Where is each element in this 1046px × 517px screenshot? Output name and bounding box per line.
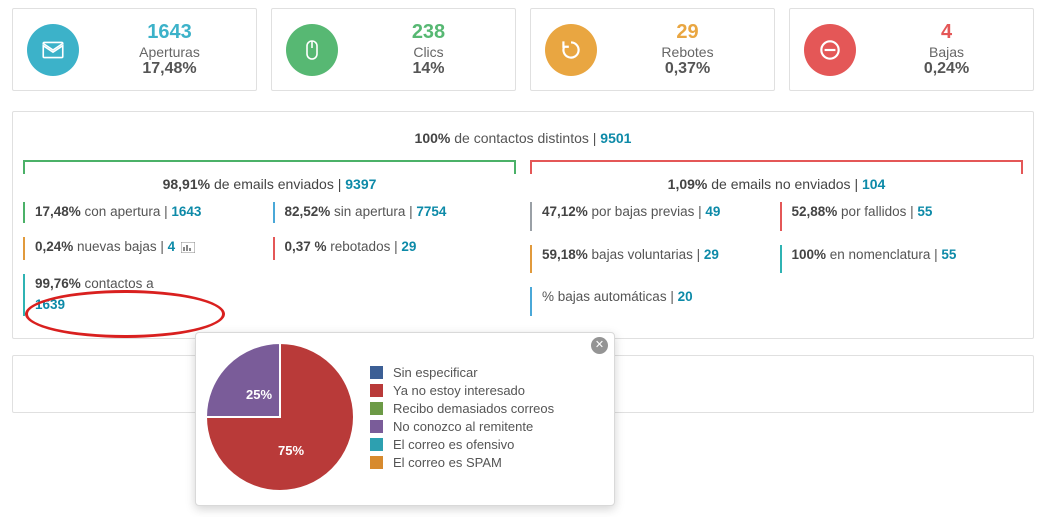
- stat-block: 4 Bajas 0,24%: [874, 21, 1019, 78]
- metric-item[interactable]: 47,12% por bajas previas | 49: [530, 202, 774, 231]
- notsent-count-link[interactable]: 104: [862, 176, 885, 192]
- card-clicks[interactable]: 238 Clics 14%: [271, 8, 516, 91]
- stat-pct: 14%: [356, 60, 501, 78]
- metric-item[interactable]: 17,48% con apertura | 1643: [23, 202, 267, 223]
- pie-label-minor: 25%: [246, 387, 272, 402]
- legend-item: Recibo demasiados correos: [370, 401, 554, 416]
- unsub-reason-popover: ✕ 75% 25% Sin especificar Ya no estoy int…: [195, 332, 615, 506]
- mouse-icon: [286, 24, 338, 76]
- stat-label: Aperturas: [97, 44, 242, 60]
- card-bounces[interactable]: 29 Rebotes 0,37%: [530, 8, 775, 91]
- pie-legend: Sin especificar Ya no estoy interesado Rec…: [370, 362, 554, 473]
- envelope-icon: [27, 24, 79, 76]
- legend-item: El correo es ofensivo: [370, 437, 554, 452]
- legend-item: No conozco al remitente: [370, 419, 554, 434]
- card-unsubs[interactable]: 4 Bajas 0,24%: [789, 8, 1034, 91]
- stat-value: 1643: [97, 21, 242, 44]
- distinct-count-link[interactable]: 9501: [600, 130, 631, 146]
- close-icon[interactable]: ✕: [591, 337, 608, 354]
- sent-notsent-row: 98,91% de emails enviados | 9397 1,09% d…: [23, 160, 1023, 192]
- stat-pct: 0,37%: [615, 60, 760, 78]
- stat-pct: 0,24%: [874, 60, 1019, 78]
- distinct-contacts-line: 100% de contactos distintos | 9501: [23, 130, 1023, 146]
- metric-item[interactable]: 0,24% nuevas bajas | 4: [23, 237, 267, 260]
- stat-value: 29: [615, 21, 760, 44]
- metric-item[interactable]: 52,88% por fallidos | 55: [780, 202, 1024, 231]
- card-opens[interactable]: 1643 Aperturas 17,48%: [12, 8, 257, 91]
- stat-label: Clics: [356, 44, 501, 60]
- breakdown-panel: 100% de contactos distintos | 9501 98,91…: [12, 111, 1034, 339]
- refresh-icon: [545, 24, 597, 76]
- summary-cards: 1643 Aperturas 17,48% 238 Clics 14% 29 R…: [12, 8, 1034, 91]
- sent-count-link[interactable]: 9397: [345, 176, 376, 192]
- pie-chart: 75% 25%: [206, 343, 354, 491]
- legend-item: Ya no estoy interesado: [370, 383, 554, 398]
- stat-block: 29 Rebotes 0,37%: [615, 21, 760, 78]
- metrics-left: 17,48% con apertura | 1643 82,52% sin ape…: [23, 202, 516, 316]
- metric-item[interactable]: 59,18% bajas voluntarias | 29: [530, 245, 774, 274]
- pie-label-main: 75%: [278, 443, 304, 458]
- stat-value: 238: [356, 21, 501, 44]
- metrics-grid: 17,48% con apertura | 1643 82,52% sin ape…: [23, 202, 1023, 316]
- bracket-notsent: 1,09% de emails no enviados | 104: [530, 160, 1023, 192]
- stat-block: 238 Clics 14%: [356, 21, 501, 78]
- metric-item[interactable]: 99,76% contactos a1639: [23, 274, 267, 316]
- stop-icon: [804, 24, 856, 76]
- metric-item[interactable]: 82,52% sin apertura | 7754: [273, 202, 517, 223]
- metric-item[interactable]: 0,37 % rebotados | 29: [273, 237, 517, 260]
- stat-label: Rebotes: [615, 44, 760, 60]
- legend-item: El correo es SPAM: [370, 455, 554, 470]
- stat-pct: 17,48%: [97, 60, 242, 78]
- bracket-sent: 98,91% de emails enviados | 9397: [23, 160, 516, 192]
- chart-icon[interactable]: [181, 239, 195, 260]
- metric-item[interactable]: % bajas automáticas | 20: [530, 287, 774, 316]
- metric-item[interactable]: 100% en nomenclatura | 55: [780, 245, 1024, 274]
- stat-label: Bajas: [874, 44, 1019, 60]
- legend-item: Sin especificar: [370, 365, 554, 380]
- metrics-right: 47,12% por bajas previas | 4952,88% por …: [530, 202, 1023, 316]
- stat-block: 1643 Aperturas 17,48%: [97, 21, 242, 78]
- stat-value: 4: [874, 21, 1019, 44]
